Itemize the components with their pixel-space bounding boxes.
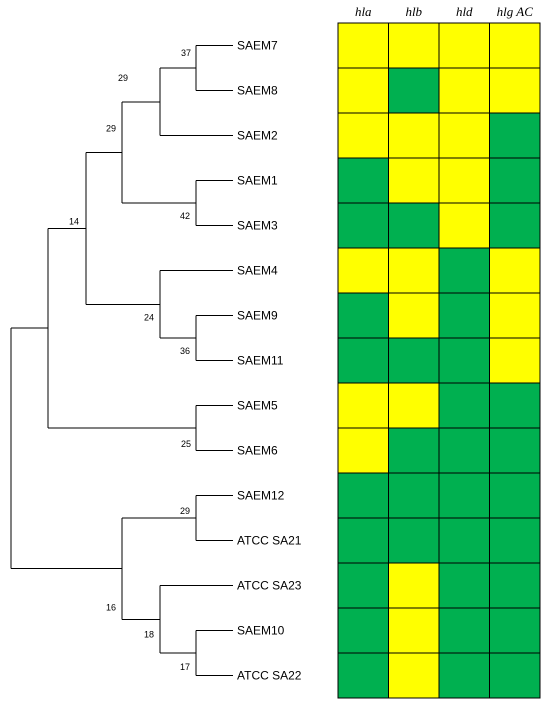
heatmap-cell xyxy=(388,607,440,654)
heatmap-cell xyxy=(337,247,389,294)
strain-label: ATCC SA23 xyxy=(237,579,302,593)
bootstrap-value: 37 xyxy=(181,48,191,58)
heatmap-cell xyxy=(337,607,389,654)
heatmap-cell xyxy=(438,157,490,204)
heatmap-cell xyxy=(388,67,440,114)
heatmap-cell xyxy=(489,67,541,114)
strain-label: SAEM8 xyxy=(237,84,278,98)
heatmap-cell xyxy=(438,67,490,114)
heatmap-cell xyxy=(489,607,541,654)
gene-header: hla xyxy=(355,4,372,19)
heatmap-cell xyxy=(388,652,440,699)
heatmap-cell xyxy=(489,517,541,564)
gene-presence-heatmap xyxy=(337,22,541,699)
gene-headers: hla hlb hld hlg AC xyxy=(355,4,533,19)
heatmap-cell xyxy=(438,517,490,564)
strain-label: SAEM9 xyxy=(237,309,278,323)
bootstrap-value: 24 xyxy=(144,312,154,322)
heatmap-cell xyxy=(489,157,541,204)
heatmap-cell xyxy=(489,382,541,429)
heatmap-cell xyxy=(438,337,490,384)
strain-label: SAEM5 xyxy=(237,399,278,413)
strain-label: SAEM4 xyxy=(237,264,278,278)
gene-header: hlb xyxy=(405,4,422,19)
heatmap-cell xyxy=(489,427,541,474)
heatmap-cell xyxy=(337,382,389,429)
heatmap-cell xyxy=(337,22,389,69)
heatmap-cell xyxy=(438,472,490,519)
heatmap-cell xyxy=(489,472,541,519)
bootstrap-value: 42 xyxy=(180,211,190,221)
bootstrap-value: 29 xyxy=(118,73,128,83)
heatmap-cell xyxy=(337,67,389,114)
heatmap-cell xyxy=(388,427,440,474)
heatmap-cell xyxy=(388,22,440,69)
heatmap-cell xyxy=(388,202,440,249)
strain-label: SAEM3 xyxy=(237,219,278,233)
strain-label: SAEM2 xyxy=(237,129,278,143)
heatmap-cell xyxy=(438,202,490,249)
heatmap-cell xyxy=(438,652,490,699)
bootstrap-value: 17 xyxy=(180,662,190,672)
heatmap-cell xyxy=(388,472,440,519)
heatmap-cell xyxy=(388,337,440,384)
heatmap-cell xyxy=(337,112,389,159)
heatmap-cell xyxy=(337,652,389,699)
bootstrap-value: 25 xyxy=(181,439,191,449)
heatmap-cell xyxy=(337,472,389,519)
heatmap-cell xyxy=(438,22,490,69)
heatmap-cell xyxy=(489,562,541,609)
heatmap-cell xyxy=(388,112,440,159)
bootstrap-value: 18 xyxy=(144,629,154,639)
heatmap-cell xyxy=(489,247,541,294)
heatmap-cell xyxy=(489,202,541,249)
heatmap-cell xyxy=(388,157,440,204)
heatmap-cell xyxy=(388,247,440,294)
heatmap-cell xyxy=(438,382,490,429)
heatmap-cell xyxy=(489,337,541,384)
heatmap-cell xyxy=(337,562,389,609)
bootstrap-support-values: 37 29 29 42 14 24 36 25 29 16 18 17 xyxy=(69,48,191,672)
phylogenetic-tree xyxy=(10,45,233,676)
gene-header: hlg AC xyxy=(497,4,534,19)
heatmap-cell xyxy=(438,562,490,609)
heatmap-cell xyxy=(388,517,440,564)
bootstrap-value: 29 xyxy=(106,123,116,133)
heatmap-cell xyxy=(489,22,541,69)
heatmap-cell xyxy=(489,652,541,699)
strain-labels: SAEM7 SAEM8 SAEM2 SAEM1 SAEM3 SAEM4 SAEM9 SAEM1… xyxy=(237,39,302,683)
heatmap-cell xyxy=(337,427,389,474)
heatmap-cell xyxy=(388,562,440,609)
heatmap-cell xyxy=(438,427,490,474)
strain-label: ATCC SA21 xyxy=(237,534,302,548)
heatmap-cell xyxy=(337,202,389,249)
strain-label: SAEM1 xyxy=(237,174,278,188)
heatmap-cell xyxy=(337,157,389,204)
heatmap-cell xyxy=(337,292,389,339)
heatmap-cell xyxy=(489,112,541,159)
bootstrap-value: 14 xyxy=(69,216,79,226)
heatmap-cell xyxy=(438,112,490,159)
heatmap-cell xyxy=(388,382,440,429)
strain-label: SAEM12 xyxy=(237,489,285,503)
strain-label: SAEM6 xyxy=(237,444,278,458)
strain-label: SAEM7 xyxy=(237,39,278,53)
heatmap-cell xyxy=(438,247,490,294)
heatmap-cell xyxy=(337,517,389,564)
heatmap-cell xyxy=(438,607,490,654)
strain-label: SAEM11 xyxy=(237,354,284,368)
strain-label: SAEM10 xyxy=(237,624,285,638)
bootstrap-value: 29 xyxy=(180,506,190,516)
heatmap-cell xyxy=(337,337,389,384)
strain-label: ATCC SA22 xyxy=(237,669,302,683)
heatmap-cell xyxy=(388,292,440,339)
gene-header: hld xyxy=(456,4,473,19)
bootstrap-value: 16 xyxy=(106,603,116,613)
heatmap-cell xyxy=(438,292,490,339)
heatmap-cell xyxy=(489,292,541,339)
bootstrap-value: 36 xyxy=(180,346,190,356)
